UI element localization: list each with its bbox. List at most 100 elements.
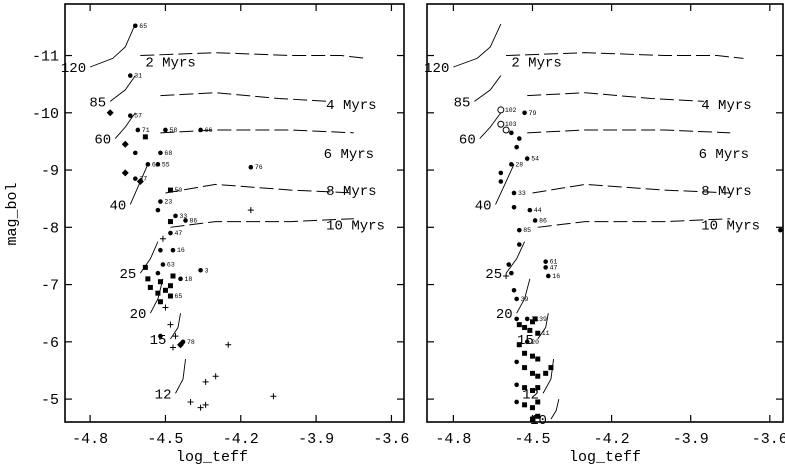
star-marker (514, 144, 519, 150)
star-marker (180, 339, 186, 345)
star-marker (524, 339, 530, 345)
star-id-label: 79 (529, 110, 537, 117)
isochrone-label: 6 Myrs (324, 147, 374, 163)
x-tick-label: -4.8 (72, 431, 108, 448)
star-id-label: 86 (539, 217, 547, 224)
star-marker (527, 327, 533, 333)
star-marker (524, 156, 530, 161)
star-marker (247, 207, 254, 214)
star-id-label: 31 (134, 73, 142, 80)
y-tick-label: -9 (41, 163, 59, 180)
star-id-label: 58 (169, 127, 177, 134)
mass-track-40 (495, 164, 515, 205)
isochrone-line (532, 183, 731, 194)
star-marker (543, 370, 549, 376)
star-marker (522, 350, 528, 356)
isochrone-line (506, 52, 744, 59)
star-marker (498, 179, 504, 184)
star-marker (529, 353, 535, 359)
mass-track-label: 40 (475, 198, 492, 214)
star-marker (248, 164, 254, 170)
star-id-label: 71 (142, 127, 150, 134)
mass-track-label: 20 (496, 307, 513, 323)
right-panel: log_teff -4.8 -4.5 -4.2 -3.9 -3.6 102 103 79 54 2… (424, 3, 785, 465)
star-marker (502, 126, 510, 134)
star-marker (121, 169, 129, 177)
y-axis-label: mag_bol (4, 182, 21, 245)
mass-track-label: 15 (517, 333, 534, 349)
mass-track-15 (170, 313, 181, 340)
mass-track-40 (129, 164, 149, 205)
mass-track-120 (89, 23, 136, 68)
isochrone-line (165, 183, 354, 194)
star-marker (106, 109, 114, 117)
y-tick-label: -6 (41, 335, 59, 352)
star-id-label: 76 (255, 164, 263, 171)
star-id-label: 23 (164, 199, 172, 206)
star-marker (543, 259, 548, 264)
mass-track-label: 120 (61, 61, 86, 77)
star-marker (168, 230, 173, 236)
star-marker (514, 399, 519, 405)
star-marker (535, 356, 541, 362)
star-id-label: 68 (164, 150, 172, 157)
star-marker (133, 150, 138, 156)
x-axis-label-left: log_teff (176, 449, 248, 465)
star-marker (532, 316, 538, 322)
mass-track-label: 120 (424, 61, 449, 77)
star-marker (173, 213, 178, 219)
plot-area-left: 6531577162556858663750233386471663186537… (89, 23, 367, 411)
star-marker (543, 265, 548, 270)
star-marker (514, 382, 519, 388)
star-marker (506, 262, 512, 267)
y-tick-label: -5 (41, 392, 59, 409)
plot-area-right: 10210379542833448685614716397139112072 (453, 23, 783, 422)
star-id-label: 47 (174, 230, 182, 237)
star-marker (167, 187, 173, 193)
star-id-label: 37 (139, 176, 147, 183)
star-marker (169, 344, 176, 351)
star-marker (529, 319, 535, 325)
star-id-label: 103 (505, 121, 517, 128)
isochrone-label: 8 Myrs (701, 184, 751, 200)
star-marker (225, 341, 232, 348)
star-id-label: 47 (550, 264, 558, 271)
star-id-label: 66 (205, 127, 213, 134)
isochrone-line (160, 92, 329, 102)
mass-track-10 (550, 398, 560, 420)
star-marker (522, 385, 528, 391)
y-tick-label: -8 (41, 220, 59, 237)
star-marker (155, 270, 161, 276)
star-marker (516, 322, 522, 328)
star-marker (167, 283, 173, 289)
star-marker (127, 113, 133, 118)
mass-track-label: 60 (94, 133, 111, 149)
mass-track-20 (149, 278, 164, 314)
star-marker (529, 388, 535, 394)
star-marker (178, 276, 183, 282)
star-marker (516, 342, 522, 348)
star-id-label: 61 (550, 259, 558, 266)
star-marker (524, 316, 530, 322)
mass-track-label: 85 (454, 95, 471, 111)
star-marker (158, 150, 163, 156)
star-marker (145, 276, 151, 282)
star-marker (270, 393, 277, 400)
plot-frame-right (426, 3, 784, 423)
star-id-label: 86 (190, 217, 198, 224)
star-id-label: 63 (167, 262, 175, 269)
mass-track-12 (542, 358, 555, 394)
x-tick-label: -3.6 (373, 431, 409, 448)
star-id-label: 11 (542, 330, 550, 337)
mass-track-85 (474, 75, 502, 102)
star-marker (167, 293, 173, 299)
star-id-label: 33 (518, 190, 526, 197)
star-marker (546, 273, 551, 279)
mass-track-label: 40 (109, 198, 126, 214)
star-marker (516, 227, 522, 233)
star-marker (535, 413, 541, 419)
isochrone-label: 8 Myrs (326, 184, 376, 200)
star-marker (509, 162, 514, 167)
star-id-label: 54 (531, 156, 539, 163)
